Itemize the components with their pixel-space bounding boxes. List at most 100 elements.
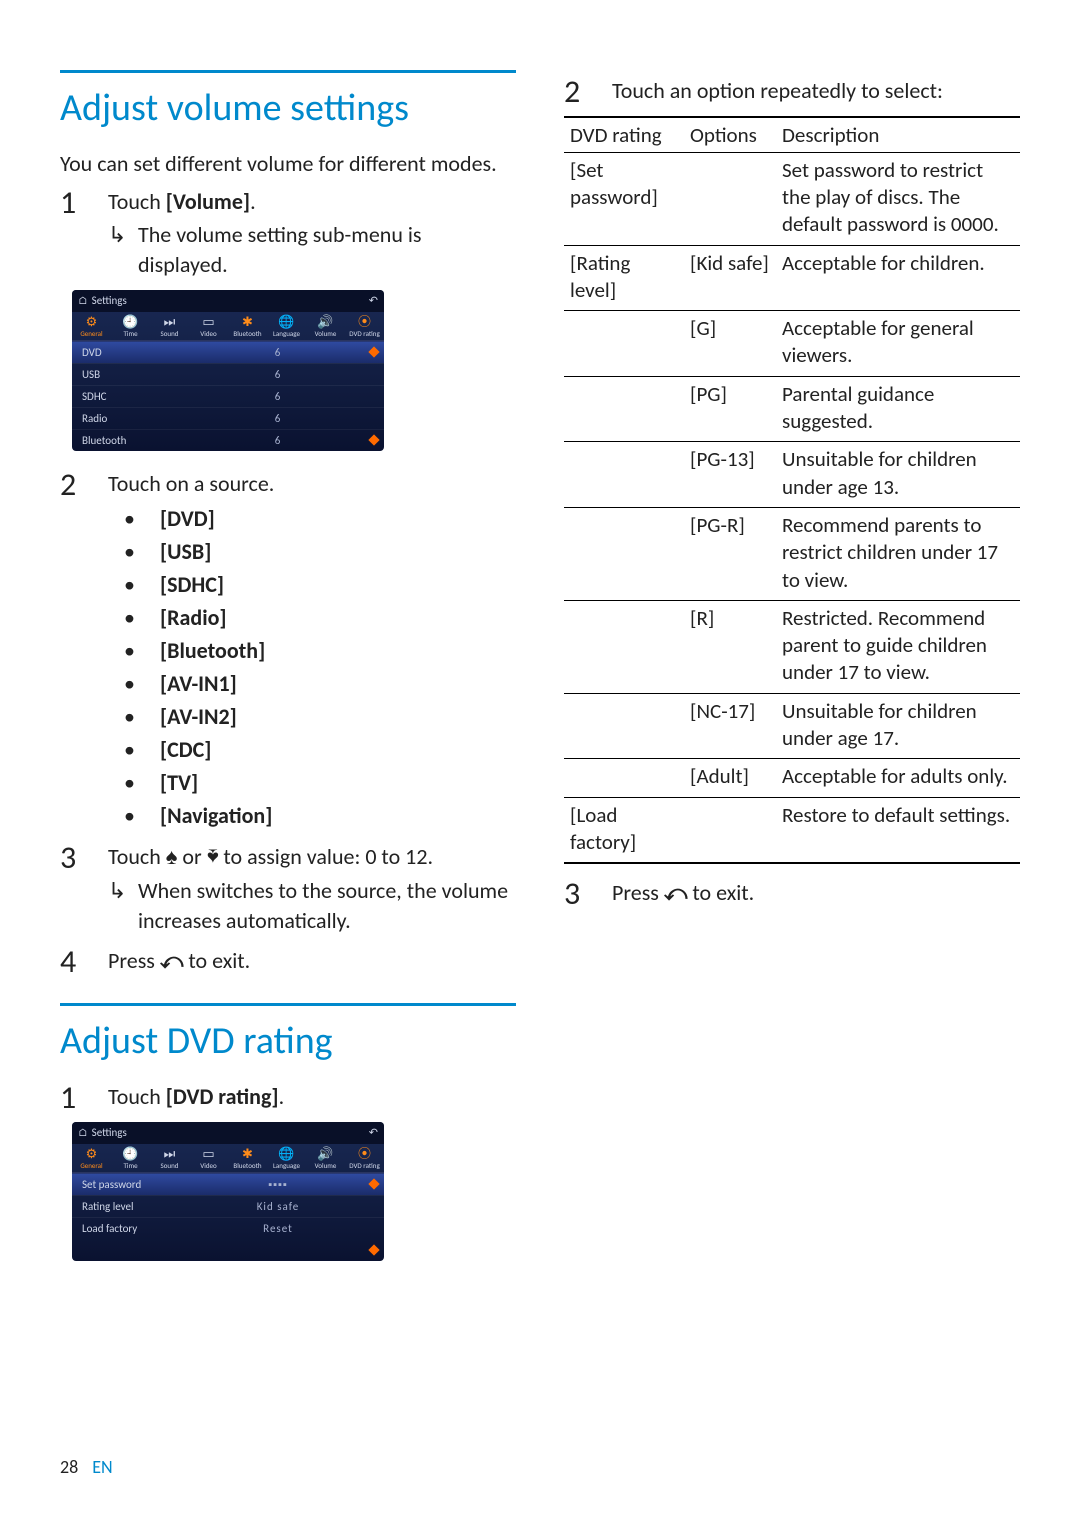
source-item: [Navigation]: [124, 799, 516, 832]
shot-tab-icon: ▭Video: [189, 312, 228, 340]
cell-description: Acceptable for adults only.: [776, 759, 1020, 797]
cell-option: [G]: [684, 311, 776, 377]
shot-tab-icon: ⦿DVD rating: [345, 1144, 384, 1172]
text: .: [279, 1083, 285, 1110]
shot-row: Rating levelKid safe: [72, 1195, 384, 1217]
text: Touch: [108, 188, 166, 215]
left-column: Adjust volume settings You can set diffe…: [60, 70, 516, 1436]
source-item: [SDHC]: [124, 568, 516, 601]
shot-tab-icon: 🌐Language: [267, 1144, 306, 1172]
screenshot-dvd: ⌂ Settings ↶ ⚙General🕘Time⏭Sound▭Video✱B…: [72, 1122, 384, 1261]
shot-tab-icon: 🕘Time: [111, 312, 150, 340]
return-icon: ⤺: [160, 948, 184, 973]
text: to assign value: 0 to 12.: [218, 843, 433, 870]
shot-tab-icon: 🔊Volume: [306, 1144, 345, 1172]
cell-description: Restricted. Recommend parent to guide ch…: [776, 600, 1020, 693]
shot-row: Set password▪▪▪▪: [72, 1173, 384, 1195]
cell-option: [R]: [684, 600, 776, 693]
shot-tab-icon: ⏭Sound: [150, 312, 189, 340]
table-row: [Load factory] Restore to default setting…: [564, 797, 1020, 863]
shot-tab-icon: ✱Bluetooth: [228, 1144, 267, 1172]
source-item: [AV-IN1]: [124, 667, 516, 700]
source-item: [DVD]: [124, 502, 516, 535]
cell-description: Set password to restrict the play of dis…: [776, 152, 1020, 245]
text: or: [177, 843, 206, 870]
shot-tab-icon: ▭Video: [189, 1144, 228, 1172]
shot-tab-icon: 🌐Language: [267, 312, 306, 340]
source-list: [DVD][USB][SDHC][Radio][Bluetooth][AV-IN…: [124, 502, 516, 832]
cell-rating: [564, 507, 684, 600]
cell-description: Unsuitable for children under age 17.: [776, 693, 1020, 759]
text: Press: [612, 879, 664, 906]
shot-row: Load factoryReset: [72, 1217, 384, 1239]
volume-step-2: Touch on a source. [DVD][USB][SDHC][Radi…: [60, 469, 516, 833]
shot-tab-icon: 🕘Time: [111, 1144, 150, 1172]
cell-option: [Adult]: [684, 759, 776, 797]
dvd-steps: Touch [DVD rating].: [60, 1082, 516, 1112]
cell-description: Acceptable for children.: [776, 245, 1020, 311]
volume-intro: You can set different volume for differe…: [60, 149, 516, 179]
cell-option: [Kid safe]: [684, 245, 776, 311]
volume-steps: Touch [Volume]. The volume setting sub-m…: [60, 187, 516, 280]
right-step-3: Press ⤺ to exit.: [564, 878, 1020, 908]
shot-tab-icon: ⚙General: [72, 312, 111, 340]
source-item: [Radio]: [124, 601, 516, 634]
screenshot-volume: ⌂ Settings ↶ ⚙General🕘Time⏭Sound▭Video✱B…: [72, 290, 384, 451]
shot-row: SDHC6: [72, 385, 384, 407]
volume-step-3: Touch ♠ or ♠ to assign value: 0 to 12. W…: [60, 842, 516, 935]
table-row: [G]Acceptable for general viewers.: [564, 311, 1020, 377]
home-icon: ⌂: [78, 1126, 88, 1139]
cell-rating: [564, 759, 684, 797]
text-bold: [Volume]: [166, 188, 250, 215]
shot-tab-icon: ⏭Sound: [150, 1144, 189, 1172]
heading-dvd: Adjust DVD rating: [60, 1003, 516, 1064]
cell-description: Unsuitable for children under age 13.: [776, 442, 1020, 508]
volume-steps-2: Touch on a source. [DVD][USB][SDHC][Radi…: [60, 469, 516, 975]
right-column: Touch an option repeatedly to select: DV…: [564, 70, 1020, 1436]
text-bold: [DVD rating]: [166, 1083, 279, 1110]
shot-title: Settings: [92, 1126, 127, 1139]
back-icon: ↶: [369, 294, 378, 307]
home-icon: ⌂: [78, 294, 88, 307]
page: Adjust volume settings You can set diffe…: [0, 0, 1080, 1528]
cell-description: Restore to default settings.: [776, 797, 1020, 863]
cell-option: [PG-13]: [684, 442, 776, 508]
table-row: [R]Restricted. Recommend parent to guide…: [564, 600, 1020, 693]
cell-option: [684, 152, 776, 245]
volume-step-3-sub: When switches to the source, the volume …: [108, 876, 516, 935]
th-options: Options: [684, 117, 776, 153]
cell-description: Recommend parents to restrict children u…: [776, 507, 1020, 600]
text: Touch: [108, 1083, 166, 1110]
cell-rating: [Set password]: [564, 152, 684, 245]
cell-rating: [564, 442, 684, 508]
cell-description: Parental guidance suggested.: [776, 376, 1020, 442]
shot-tab-icon: ✱Bluetooth: [228, 312, 267, 340]
table-row: [PG]Parental guidance suggested.: [564, 376, 1020, 442]
dvd-step-1: Touch [DVD rating].: [60, 1082, 516, 1112]
spade-up-icon: ♠: [166, 843, 178, 870]
table-row: [Rating level][Kid safe]Acceptable for c…: [564, 245, 1020, 311]
cell-rating: [Load factory]: [564, 797, 684, 863]
volume-step-1-sub: The volume setting sub-menu is displayed…: [108, 220, 516, 279]
right-steps-3: Press ⤺ to exit.: [564, 878, 1020, 908]
back-icon: ↶: [369, 1126, 378, 1139]
shot-tab-icon: ⚙General: [72, 1144, 111, 1172]
shot-row: Bluetooth6: [72, 429, 384, 451]
cell-rating: [Rating level]: [564, 245, 684, 311]
cell-rating: [564, 693, 684, 759]
right-step-2: Touch an option repeatedly to select:: [564, 76, 1020, 106]
page-footer: 28 EN: [60, 1436, 1020, 1478]
source-item: [USB]: [124, 535, 516, 568]
shot-row: USB6: [72, 363, 384, 385]
source-item: [CDC]: [124, 733, 516, 766]
text: to exit.: [183, 947, 250, 974]
volume-step-4: Press ⤺ to exit.: [60, 946, 516, 976]
text: Touch: [108, 843, 166, 870]
cell-rating: [564, 311, 684, 377]
volume-step-1: Touch [Volume]. The volume setting sub-m…: [60, 187, 516, 280]
text: .: [250, 188, 256, 215]
table-row: [Set password] Set password to restrict t…: [564, 152, 1020, 245]
spade-down-icon: ♠: [207, 842, 219, 872]
th-dvd-rating: DVD rating: [564, 117, 684, 153]
shot-tab-icon: ⦿DVD rating: [345, 312, 384, 340]
